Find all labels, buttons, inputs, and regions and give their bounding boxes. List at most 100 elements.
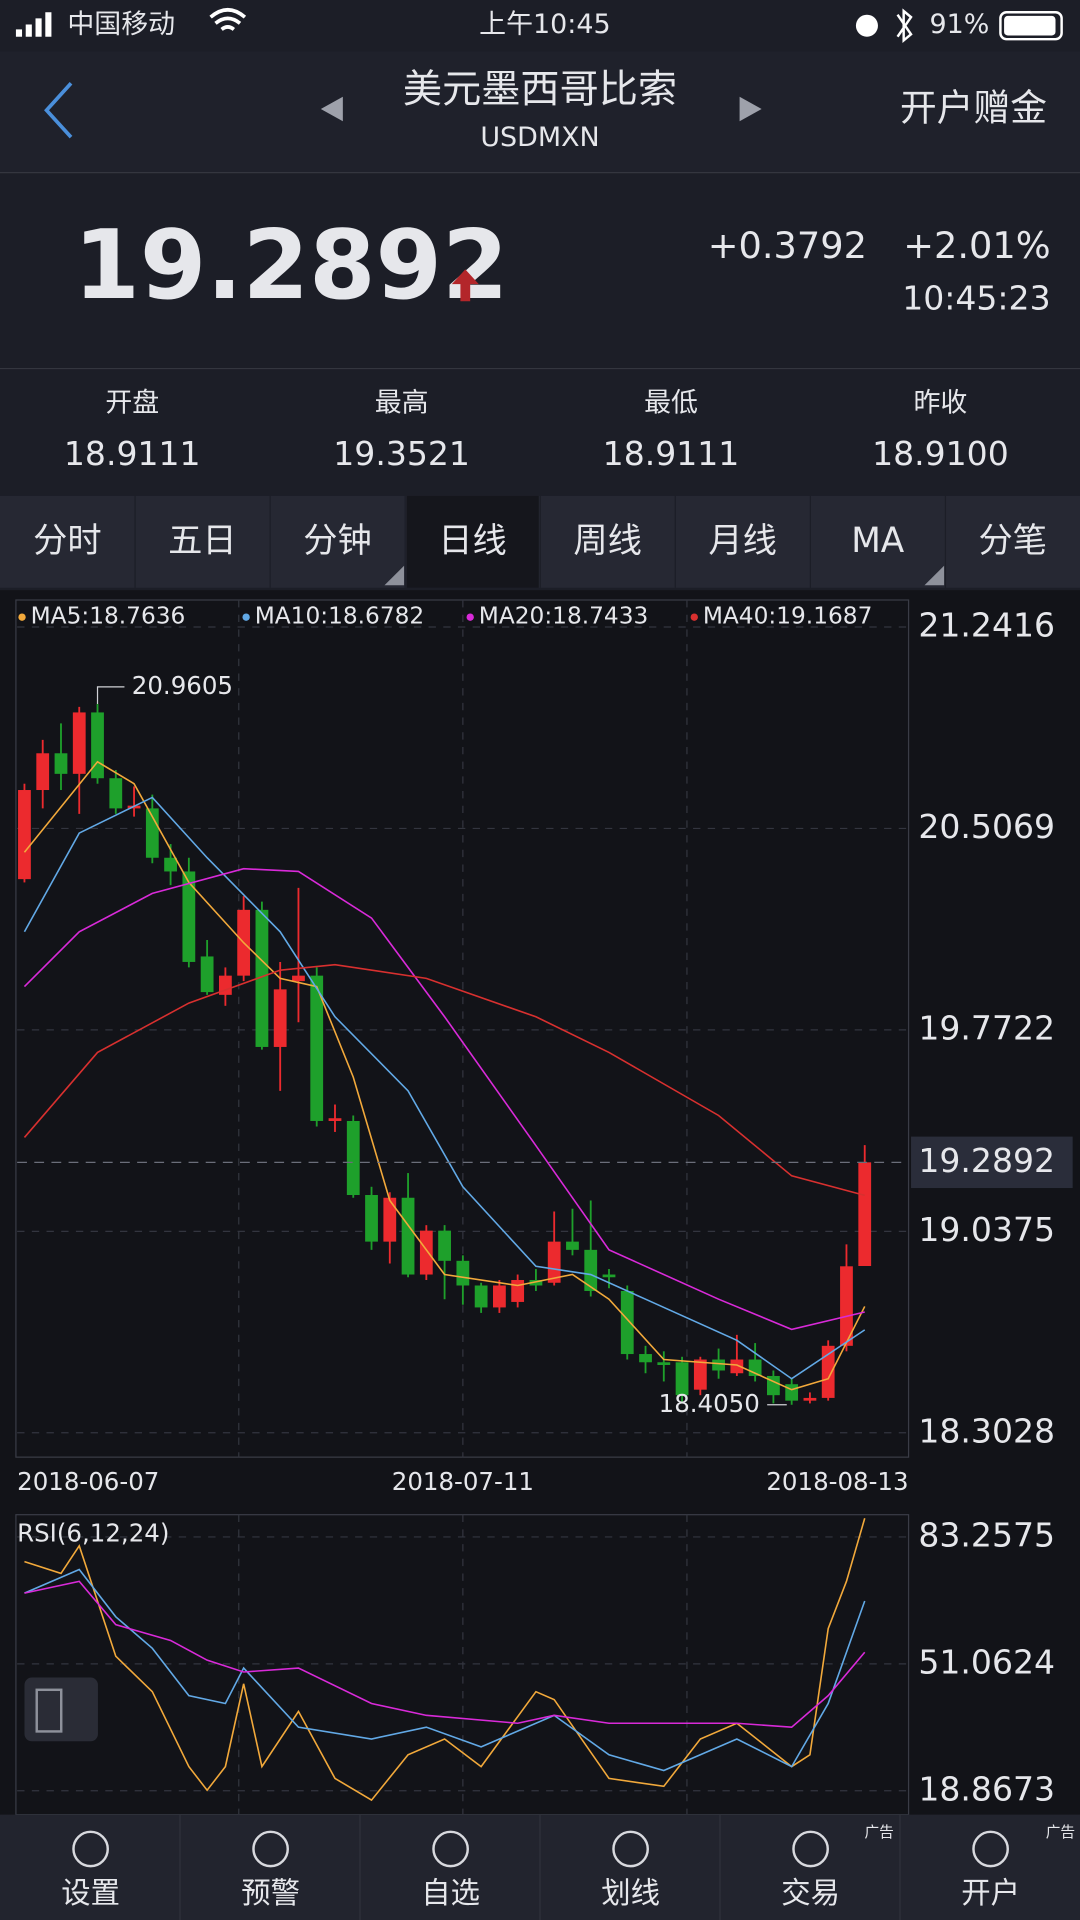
chart-bg <box>0 590 1080 1815</box>
tab[interactable]: 周线 <box>573 521 642 561</box>
tab-corner <box>924 565 945 586</box>
signal-bar <box>35 18 42 37</box>
nav-label[interactable]: 自选 <box>421 1876 480 1910</box>
candle-body <box>840 1266 853 1346</box>
nav-icon <box>792 1830 829 1868</box>
nav-label[interactable]: 划线 <box>601 1876 660 1910</box>
clock: 上午10:45 <box>479 9 610 40</box>
open-account-bonus[interactable]: 开户赠金 <box>900 87 1047 130</box>
candle-body <box>145 808 159 858</box>
candle-body <box>91 712 104 779</box>
change: +0.3792 <box>708 224 867 267</box>
stat-label: 最低 <box>644 388 698 419</box>
candle-body <box>36 753 50 791</box>
signal-bar <box>45 12 52 37</box>
candle-body <box>492 1285 506 1308</box>
signal-bar <box>15 29 23 37</box>
series-line <box>24 1580 866 1728</box>
high-marker-label: 20.9605 <box>132 671 233 700</box>
stat-label: 开盘 <box>105 388 159 419</box>
legend-label: MA40:19.1687 <box>703 603 873 630</box>
y-tick-label: 51.0624 <box>918 1642 1055 1681</box>
x-tick-label: 2018-06-07 <box>17 1467 159 1496</box>
last-price-tag <box>911 1136 1073 1189</box>
carrier: 中国移动 <box>67 9 175 40</box>
candle-body <box>109 778 123 809</box>
tab[interactable]: 月线 <box>708 521 777 561</box>
tab[interactable]: 分钟 <box>303 521 372 561</box>
candle-body <box>529 1280 543 1286</box>
title: 美元墨西哥比索 <box>403 67 677 112</box>
stat-value: 19.3521 <box>333 434 470 473</box>
tab[interactable]: 分笔 <box>979 521 1048 561</box>
nav-icon <box>72 1830 109 1868</box>
candle-body <box>401 1197 415 1275</box>
candle-body <box>54 753 68 774</box>
battery-percent: 91% <box>930 9 990 40</box>
y-tick-label: 21.2416 <box>918 605 1055 644</box>
plots: 21.2416 20.5069 19.7722 19.0375 18.3028 2018-… <box>17 603 1073 1808</box>
nav-label[interactable]: 开户 <box>961 1876 1020 1910</box>
nav-label[interactable]: 设置 <box>61 1876 120 1910</box>
series-line <box>23 963 865 1197</box>
candle-body <box>730 1359 744 1374</box>
nav-icon <box>432 1830 469 1868</box>
candle-body <box>310 975 324 1121</box>
candle-body <box>474 1285 488 1308</box>
status-bar: 中国移动 上午10:45 91% <box>15 7 1063 44</box>
y-tick-label: 18.3028 <box>918 1411 1055 1450</box>
toggle-icon <box>35 1688 63 1733</box>
stat-value: 18.9100 <box>872 434 1009 473</box>
series-line <box>23 796 866 1380</box>
x-tick-label: 2018-07-11 <box>392 1467 534 1496</box>
alarm-icon <box>855 14 878 37</box>
candle-body <box>18 790 31 880</box>
candle-body <box>821 1345 835 1398</box>
nav-label[interactable]: 交易 <box>781 1876 840 1910</box>
candle-body <box>383 1197 397 1242</box>
x-tick-label: 2018-08-13 <box>766 1467 908 1496</box>
candle-body <box>182 871 196 962</box>
tab[interactable]: 分时 <box>33 521 102 561</box>
back-button[interactable] <box>44 82 73 139</box>
legend-dot <box>18 613 26 621</box>
stats-row: 开盘 18.9111 最高 19.3521 最低 18.9111 昨收 18.9100 <box>64 388 1009 473</box>
ad-label: 广告 <box>864 1824 893 1841</box>
legend-label: MA10:18.6782 <box>255 603 425 630</box>
nav-label[interactable]: 预警 <box>241 1876 300 1910</box>
candle-body <box>419 1230 433 1275</box>
tab[interactable]: MA <box>851 521 905 561</box>
ad-label: 广告 <box>1046 1824 1075 1841</box>
candle-body <box>693 1359 707 1390</box>
stat-label: 最高 <box>375 388 429 419</box>
quote-time: 10:45:23 <box>902 279 1050 318</box>
legend-label: MA20:18.7433 <box>479 603 649 630</box>
nav-items: 设置 预警 自选 划线 交易 开户 广告 广告 <box>61 1814 1075 1920</box>
candle-body <box>292 975 305 982</box>
candle-body <box>346 1120 360 1196</box>
legend-dot <box>242 613 250 621</box>
candle-body <box>456 1260 470 1286</box>
tab[interactable]: 日线 <box>438 521 507 561</box>
next-symbol[interactable] <box>739 96 762 122</box>
candle-body <box>200 956 214 993</box>
high-marker-line <box>96 686 125 705</box>
series-line <box>24 1518 866 1802</box>
prev-symbol[interactable] <box>320 96 343 122</box>
tabs: 分时 五日 分钟 日线 周线 月线 MA 分笔 <box>33 495 1048 588</box>
legend-dot <box>466 613 474 621</box>
candle-body <box>438 1230 451 1261</box>
bluetooth-icon <box>896 8 913 44</box>
candle-body <box>675 1362 689 1396</box>
symbol: USDMXN <box>480 122 599 153</box>
series-line <box>24 1568 866 1772</box>
low-marker-label: 18.4050 <box>659 1389 760 1418</box>
y-tick-label: 20.5069 <box>918 807 1055 846</box>
stat-label: 昨收 <box>913 388 967 419</box>
series-line <box>23 867 865 1331</box>
change-percent: +2.01% <box>903 224 1050 267</box>
tab[interactable]: 五日 <box>168 521 237 561</box>
candle-body <box>657 1362 671 1366</box>
wifi-icon <box>209 7 247 31</box>
